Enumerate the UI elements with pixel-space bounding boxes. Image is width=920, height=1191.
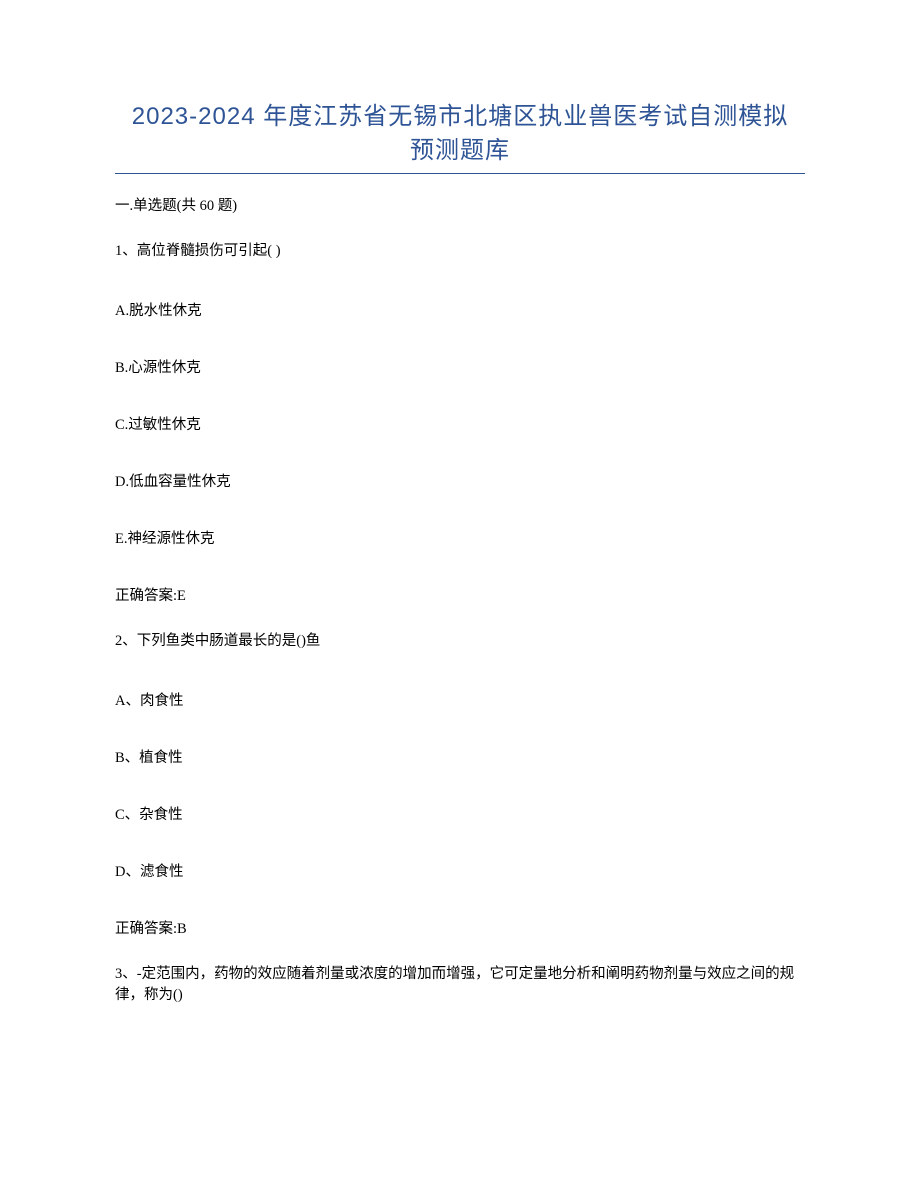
option: D.低血容量性休克: [115, 470, 805, 491]
option: B、植食性: [115, 746, 805, 767]
option: C.过敏性休克: [115, 413, 805, 434]
option: A、肉食性: [115, 689, 805, 710]
answer: 正确答案:B: [115, 917, 805, 938]
page-title: 2023-2024 年度江苏省无锡市北塘区执业兽医考试自测模拟 预测题库: [115, 100, 805, 174]
title-line-2: 预测题库: [410, 137, 510, 164]
option: B.心源性休克: [115, 356, 805, 377]
section-header: 一.单选题(共 60 题): [115, 194, 805, 215]
option: E.神经源性休克: [115, 527, 805, 548]
question-stem: 3、-定范围内，药物的效应随着剂量或浓度的增加而增强，它可定量地分析和阐明药物剂…: [115, 964, 805, 1008]
question-stem: 2、下列鱼类中肠道最长的是()鱼: [115, 631, 805, 653]
title-line-1: 2023-2024 年度江苏省无锡市北塘区执业兽医考试自测模拟: [132, 103, 788, 130]
question-stem: 1、高位脊髓损伤可引起( ): [115, 241, 805, 263]
option: D、滤食性: [115, 860, 805, 881]
answer: 正确答案:E: [115, 584, 805, 605]
option: C、杂食性: [115, 803, 805, 824]
option: A.脱水性休克: [115, 299, 805, 320]
